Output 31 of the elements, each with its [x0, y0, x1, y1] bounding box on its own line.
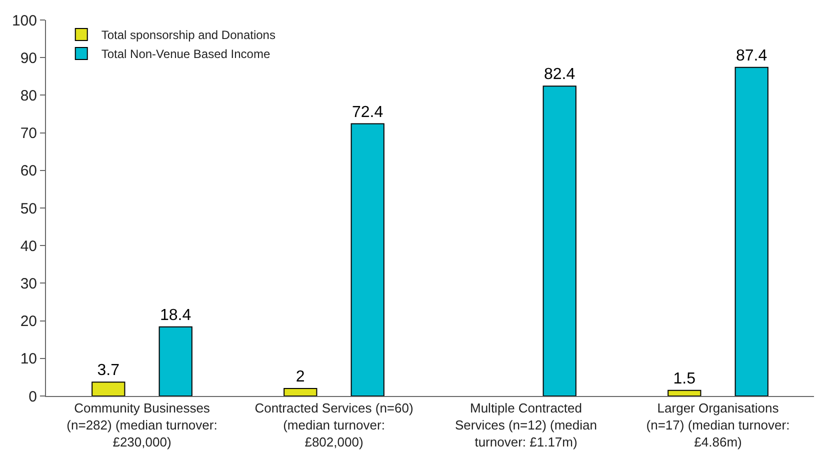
y-tick-label: 0	[28, 388, 37, 406]
y-tick-label: 90	[20, 50, 37, 67]
data-label: 87.4	[736, 47, 768, 64]
bar	[92, 382, 126, 396]
y-tick-label: 30	[20, 275, 37, 292]
data-label: 72.4	[352, 104, 384, 121]
y-tick-label: 40	[20, 238, 37, 255]
y-tick-label: 60	[20, 162, 37, 180]
y-tick-label: 80	[20, 87, 37, 104]
data-label: 18.4	[160, 306, 192, 324]
bar	[158, 326, 192, 396]
x-tick-label: Community Businesses (n=282) (median turnover: £230,000)	[66, 400, 218, 450]
data-label: 1.5	[673, 370, 696, 388]
bar	[284, 388, 318, 396]
x-tick-label: Contracted Services (n=60) (median turnover: £802,000)	[254, 400, 414, 450]
legend-label: Total sponsorship and Donations	[101, 28, 276, 42]
data-label: 82.4	[544, 66, 576, 84]
y-tick-label: 50	[20, 200, 37, 218]
bar	[668, 390, 702, 396]
legend-label: Total Non-Venue Based Income	[101, 47, 270, 62]
data-label: 3.7	[97, 362, 120, 380]
y-tick-label: 20	[20, 313, 37, 330]
x-tick-label: Larger Organisations (n=17) (median turnover: £4.86m)	[646, 400, 790, 450]
bar	[734, 66, 768, 396]
y-tick-label: 70	[20, 125, 37, 142]
data-label: 2	[296, 368, 305, 386]
bar	[350, 123, 384, 396]
y-tick-label: 100	[12, 12, 37, 30]
x-tick-label: Multiple Contracted Services (n=12) (median turnover: £1.17m)	[455, 400, 597, 450]
y-tick-label: 10	[20, 350, 37, 368]
bar	[542, 86, 576, 396]
